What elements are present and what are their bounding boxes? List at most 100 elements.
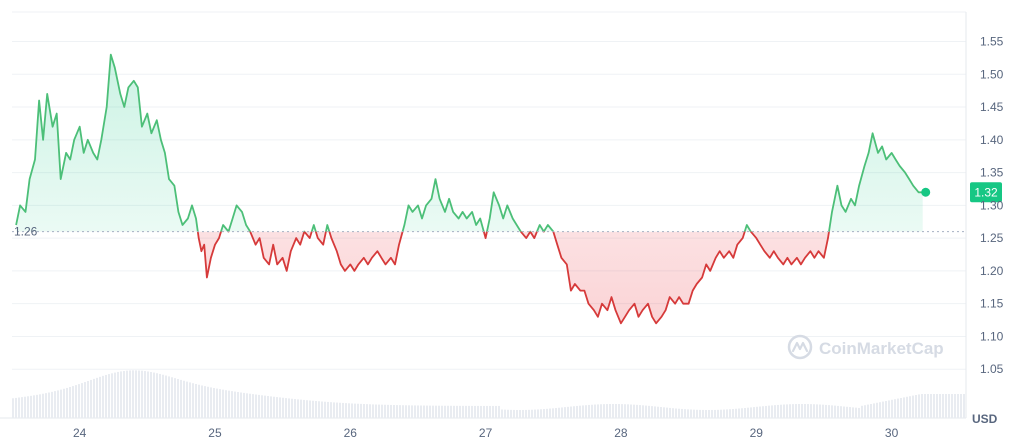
y-tick-label: 1.30	[980, 198, 1004, 212]
volume-bar	[132, 370, 134, 418]
volume-bar	[90, 379, 92, 418]
volume-bars	[12, 370, 965, 418]
volume-bar	[561, 407, 563, 418]
volume-bar	[759, 406, 761, 418]
volume-bar	[618, 404, 620, 418]
volume-bar	[711, 409, 713, 418]
volume-bar	[696, 409, 698, 418]
volume-bar	[750, 407, 752, 418]
volume-bar	[135, 370, 137, 418]
volume-bar	[147, 371, 149, 418]
volume-bar	[198, 384, 200, 418]
volume-bar	[12, 398, 14, 418]
volume-bar	[540, 409, 542, 418]
volume-bar	[87, 380, 89, 418]
volume-bar	[633, 404, 635, 418]
volume-bar	[72, 386, 74, 418]
volume-bar	[912, 395, 914, 418]
volume-bar	[651, 406, 653, 418]
volume-bar	[942, 394, 944, 418]
x-tick-label: 24	[73, 426, 87, 440]
volume-bar	[609, 404, 611, 418]
volume-bar	[99, 376, 101, 418]
volume-bar	[483, 405, 485, 418]
volume-bar	[888, 400, 890, 418]
volume-bar	[69, 387, 71, 418]
volume-bar	[165, 375, 167, 418]
y-axis: 1.05 1.10 1.15 1.20 1.25 1.30 1.35 1.40 1.45 1.50…	[980, 34, 1004, 376]
volume-bar	[297, 399, 299, 418]
volume-bar	[756, 406, 758, 418]
volume-bar	[957, 394, 959, 418]
y-tick-label: 1.40	[980, 133, 1004, 147]
volume-bar	[828, 405, 830, 418]
volume-bar	[879, 402, 881, 418]
volume-bar	[48, 392, 50, 418]
volume-bar	[891, 399, 893, 418]
volume-bar	[792, 404, 794, 418]
y-tick-label: 1.35	[980, 166, 1004, 180]
volume-bar	[900, 398, 902, 418]
volume-bar	[339, 402, 341, 418]
price-line	[15, 53, 923, 325]
volume-bar	[597, 404, 599, 418]
volume-bar	[927, 394, 929, 418]
volume-bar	[201, 385, 203, 418]
volume-bar	[462, 405, 464, 418]
volume-bar	[459, 405, 461, 418]
volume-bar	[897, 398, 899, 418]
volume-bar	[813, 404, 815, 418]
volume-bar	[552, 408, 554, 418]
volume-bar	[504, 409, 506, 418]
volume-bar	[786, 404, 788, 418]
volume-bar	[444, 405, 446, 418]
volume-bar	[825, 404, 827, 418]
volume-bar	[375, 404, 377, 418]
volume-bar	[687, 409, 689, 418]
volume-bar	[471, 405, 473, 418]
volume-bar	[342, 402, 344, 418]
volume-bar	[663, 407, 665, 418]
volume-bar	[699, 409, 701, 418]
volume-bar	[807, 404, 809, 418]
volume-bar	[840, 406, 842, 418]
volume-bar	[336, 402, 338, 418]
volume-bar	[834, 405, 836, 418]
volume-bar	[489, 405, 491, 418]
volume-bar	[456, 405, 458, 418]
volume-bar	[228, 390, 230, 418]
x-tick-label: 25	[208, 426, 222, 440]
volume-bar	[237, 392, 239, 418]
volume-bar	[588, 404, 590, 418]
volume-bar	[819, 404, 821, 418]
volume-bar	[54, 391, 56, 418]
volume-bar	[96, 377, 98, 418]
volume-bar	[507, 409, 509, 418]
volume-bar	[30, 395, 32, 418]
volume-bar	[18, 397, 20, 418]
volume-bar	[240, 392, 242, 418]
volume-bar	[63, 388, 65, 418]
volume-bar	[183, 380, 185, 418]
volume-bar	[447, 405, 449, 418]
volume-bar	[276, 397, 278, 418]
price-area	[16, 54, 923, 324]
volume-bar	[939, 394, 941, 418]
volume-bar	[780, 404, 782, 418]
volume-bar	[306, 400, 308, 418]
volume-bar	[894, 399, 896, 418]
volume-bar	[582, 405, 584, 418]
volume-bar	[129, 370, 131, 418]
volume-bar	[747, 407, 749, 418]
volume-bar	[930, 394, 932, 418]
volume-bar	[693, 409, 695, 418]
volume-bar	[387, 404, 389, 418]
volume-bar	[33, 395, 35, 418]
volume-bar	[867, 404, 869, 418]
volume-bar	[102, 375, 104, 418]
volume-bar	[231, 391, 233, 418]
volume-bar	[399, 405, 401, 418]
volume-bar	[477, 405, 479, 418]
volume-bar	[645, 405, 647, 418]
volume-bar	[924, 394, 926, 418]
